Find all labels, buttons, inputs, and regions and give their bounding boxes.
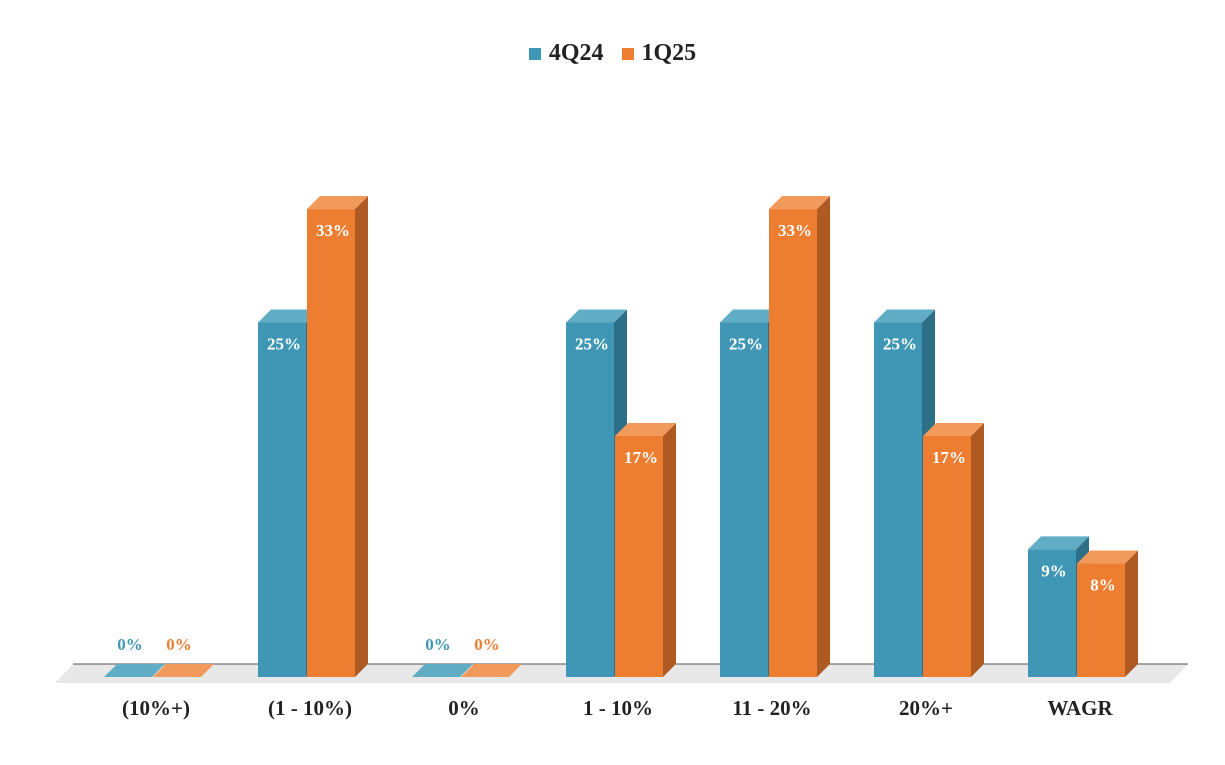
legend-swatch-1q25: [621, 47, 634, 60]
bar-top-4Q24-5: [874, 309, 935, 323]
data-label-1Q25-3: 17%: [624, 448, 658, 467]
category-label-5: 20%+: [899, 696, 953, 720]
category-label-2: 0%: [448, 696, 480, 720]
data-label-1Q25-2: 0%: [474, 635, 500, 654]
bar-4Q24-1: [258, 322, 306, 677]
bar-side-1Q25-5: [971, 422, 984, 677]
bar-top-1Q25-3: [615, 422, 676, 436]
category-label-4: 11 - 20%: [732, 696, 811, 720]
bar-top-1Q25-4: [769, 196, 830, 210]
data-label-4Q24-2: 0%: [425, 635, 451, 654]
bar-top-1Q25-1: [307, 196, 368, 210]
category-label-1: (1 - 10%): [268, 696, 352, 720]
legend-swatch-4q24: [528, 47, 541, 60]
bar-1Q25-1: [307, 209, 355, 677]
data-label-4Q24-3: 25%: [575, 335, 609, 354]
legend-label-1q25: 1Q25: [641, 40, 697, 66]
bar-1Q25-5: [923, 435, 971, 677]
data-label-1Q25-6: 8%: [1090, 576, 1116, 595]
legend-label-4q24: 4Q24: [548, 40, 604, 66]
data-label-1Q25-5: 17%: [932, 448, 966, 467]
bar-1Q25-4: [769, 209, 817, 677]
data-label-1Q25-4: 33%: [778, 221, 812, 240]
data-label-4Q24-5: 25%: [883, 335, 917, 354]
bar-top-1Q25-5: [923, 422, 984, 436]
data-label-4Q24-6: 9%: [1041, 561, 1067, 580]
bar-top-1Q25-2: [461, 664, 522, 677]
bar-top-4Q24-2: [412, 664, 473, 677]
bar-top-4Q24-1: [258, 309, 319, 323]
bar-top-4Q24-6: [1028, 536, 1089, 550]
bar-top-4Q24-4: [720, 309, 781, 323]
data-label-1Q25-1: 33%: [316, 221, 350, 240]
bar-top-4Q24-3: [566, 309, 627, 323]
category-label-0: (10%+): [122, 696, 190, 720]
legend: 4Q24 1Q25: [0, 40, 1225, 67]
data-label-4Q24-4: 25%: [729, 335, 763, 354]
legend-item-4q24: 4Q24: [528, 40, 604, 67]
bar-side-1Q25-4: [817, 196, 830, 677]
bar-4Q24-3: [566, 322, 614, 677]
legend-item-1q25: 1Q25: [621, 40, 697, 67]
bar-1Q25-3: [615, 435, 663, 677]
bar-side-1Q25-1: [355, 196, 368, 677]
bar-side-1Q25-3: [663, 422, 676, 677]
bar-4Q24-6: [1028, 549, 1076, 677]
category-label-3: 1 - 10%: [583, 696, 653, 720]
bar-side-1Q25-6: [1125, 550, 1138, 677]
bar-4Q24-4: [720, 322, 768, 677]
bar-4Q24-5: [874, 322, 922, 677]
bar-top-1Q25-6: [1077, 550, 1138, 564]
category-label-6: WAGR: [1047, 696, 1113, 720]
data-label-4Q24-1: 25%: [267, 335, 301, 354]
data-label-1Q25-0: 0%: [166, 635, 192, 654]
data-label-4Q24-0: 0%: [117, 635, 143, 654]
bar-1Q25-6: [1077, 563, 1125, 677]
bar-top-1Q25-0: [153, 664, 214, 677]
bar-top-4Q24-0: [104, 664, 165, 677]
